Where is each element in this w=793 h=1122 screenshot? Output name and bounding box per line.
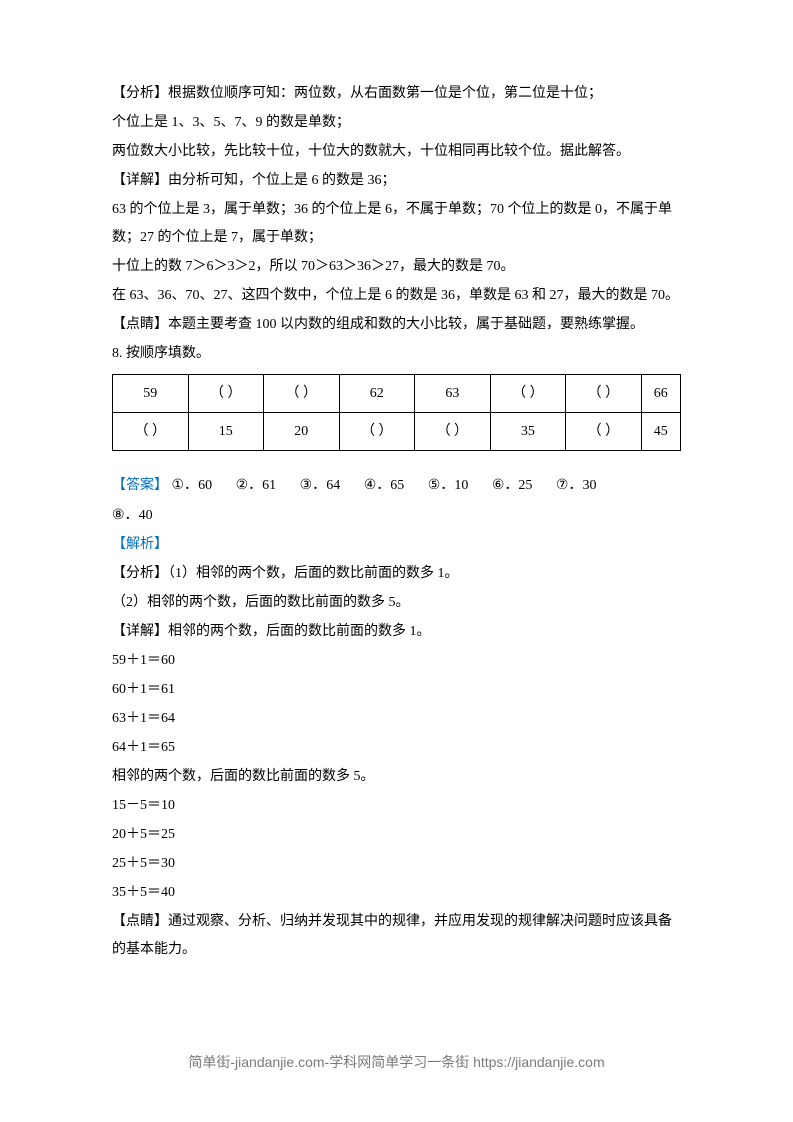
table-cell: （ ） xyxy=(264,375,340,413)
calc-line: 60＋1＝61 xyxy=(112,676,681,704)
table-cell: 62 xyxy=(339,375,415,413)
table-cell: （ ） xyxy=(490,375,566,413)
point-para: 【点睛】本题主要考查 100 以内数的组成和数的大小比较，属于基础题，要熟练掌握… xyxy=(112,311,681,339)
analysis-para: 【分析】（1）相邻的两个数，后面的数比前面的数多 1。 xyxy=(112,560,681,588)
table-cell: 63 xyxy=(415,375,491,413)
calc-line: 25＋5＝30 xyxy=(112,850,681,878)
answers-line: 【答案】 ①．60 ②．61 ③．64 ④．65 ⑤．10 ⑥．25 ⑦．30 xyxy=(112,471,681,502)
table-cell: 20 xyxy=(264,413,340,451)
calc-line: 20＋5＝25 xyxy=(112,821,681,849)
analysis-label: 【解析】 xyxy=(112,531,681,559)
answer-item: ③．64 xyxy=(300,471,341,502)
answer-item: ⑤．10 xyxy=(428,471,469,502)
page-footer: 简单街-jiandanjie.com-学科网简单学习一条街 https://ji… xyxy=(0,1052,793,1072)
calc-line: 15－5＝10 xyxy=(112,792,681,820)
calc-line: 64＋1＝65 xyxy=(112,734,681,762)
answer-label: 【答案】 xyxy=(112,478,168,493)
table-cell: 15 xyxy=(188,413,264,451)
analysis-para: 两位数大小比较，先比较十位，十位大的数就大，十位相同再比较个位。据此解答。 xyxy=(112,138,681,166)
table-cell: 66 xyxy=(641,375,680,413)
calc-line: 59＋1＝60 xyxy=(112,647,681,675)
answer-item: ②．61 xyxy=(236,471,277,502)
analysis-para: 【分析】根据数位顺序可知：两位数，从右面数第一位是个位，第二位是十位； xyxy=(112,80,681,108)
table-cell: （ ） xyxy=(339,413,415,451)
answer-item: ⑦．30 xyxy=(556,471,597,502)
table-cell: （ ） xyxy=(566,413,642,451)
table-row: （ ） 15 20 （ ） （ ） 35 （ ） 45 xyxy=(113,413,681,451)
answer-item: ①．60 xyxy=(172,471,213,502)
analysis-para: （2）相邻的两个数，后面的数比前面的数多 5。 xyxy=(112,589,681,617)
table-row: 59 （ ） （ ） 62 63 （ ） （ ） 66 xyxy=(113,375,681,413)
detail-para: 63 的个位上是 3，属于单数；36 的个位上是 6，不属于单数；70 个位上的… xyxy=(112,196,681,252)
table-cell: 35 xyxy=(490,413,566,451)
table-cell: （ ） xyxy=(415,413,491,451)
sequence-table: 59 （ ） （ ） 62 63 （ ） （ ） 66 （ ） 15 20 （ … xyxy=(112,374,681,451)
answer-item: ④．65 xyxy=(364,471,405,502)
detail-para: 相邻的两个数，后面的数比前面的数多 5。 xyxy=(112,763,681,791)
detail-para: 【详解】由分析可知，个位上是 6 的数是 36； xyxy=(112,167,681,195)
detail-para: 十位上的数 7＞6＞3＞2，所以 70＞63＞36＞27，最大的数是 70。 xyxy=(112,253,681,281)
detail-para: 在 63、36、70、27、这四个数中，个位上是 6 的数是 36，单数是 63… xyxy=(112,282,681,310)
answer-item: ⑧．40 xyxy=(112,502,681,530)
point-para: 【点睛】通过观察、分析、归纳并发现其中的规律，并应用发现的规律解决问题时应该具备… xyxy=(112,908,681,964)
calc-line: 63＋1＝64 xyxy=(112,705,681,733)
analysis-para: 个位上是 1、3、5、7、9 的数是单数； xyxy=(112,109,681,137)
detail-para: 【详解】相邻的两个数，后面的数比前面的数多 1。 xyxy=(112,618,681,646)
answer-item: ⑥．25 xyxy=(492,471,533,502)
table-cell: 45 xyxy=(641,413,680,451)
table-cell: 59 xyxy=(113,375,189,413)
calc-line: 35＋5＝40 xyxy=(112,879,681,907)
table-cell: （ ） xyxy=(566,375,642,413)
question-title: 8. 按顺序填数。 xyxy=(112,340,681,368)
table-cell: （ ） xyxy=(188,375,264,413)
table-cell: （ ） xyxy=(113,413,189,451)
